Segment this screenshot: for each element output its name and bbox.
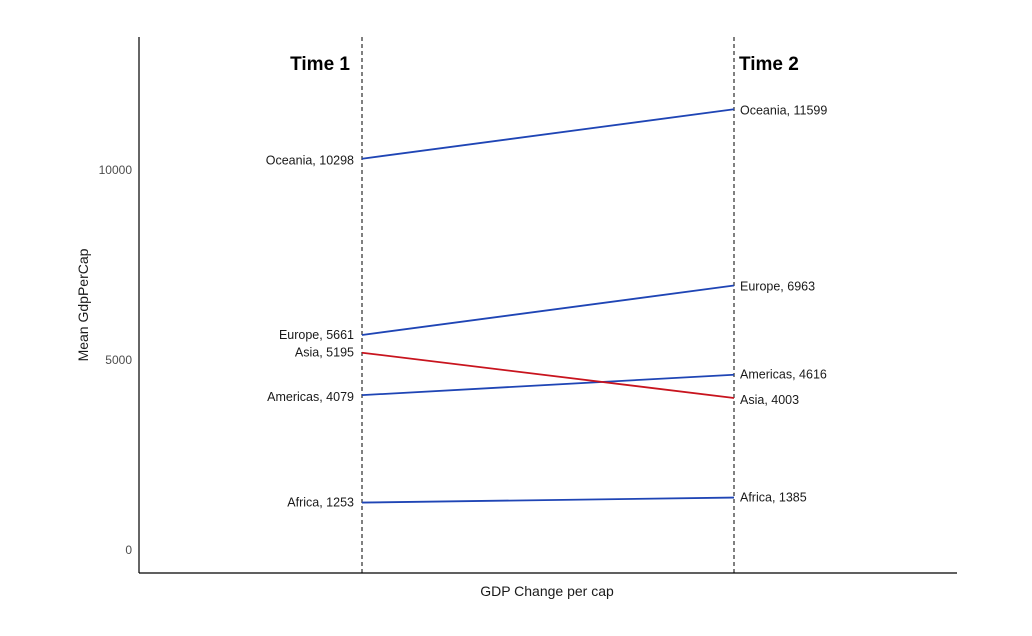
time1-label: Time 1: [290, 54, 350, 75]
time2-label: Time 2: [739, 54, 799, 75]
label-time1-africa: Africa, 1253: [287, 496, 354, 510]
label-time2-americas: Americas, 4616: [740, 368, 827, 382]
label-time1-oceania: Oceania, 10298: [266, 154, 354, 168]
label-time2-africa: Africa, 1385: [740, 491, 807, 505]
series-line-oceania: [361, 108, 735, 160]
label-time1-europe: Europe, 5661: [279, 328, 354, 342]
series-line-asia: [361, 351, 735, 399]
series-lines: [361, 108, 735, 504]
label-time2-asia: Asia, 4003: [740, 393, 799, 407]
series-line-americas: [361, 373, 735, 397]
label-time2-oceania: Oceania, 11599: [740, 103, 827, 117]
point-labels: Africa, 1253 Africa, 1385 Americas, 4079 Am…: [266, 103, 828, 509]
y-tick-label: 10000: [99, 163, 133, 177]
x-axis-title: GDP Change per cap: [480, 583, 614, 599]
series-line-europe: [361, 284, 735, 336]
series-line-africa: [361, 496, 735, 504]
y-tick-label: 0: [125, 543, 132, 557]
y-ticks: 0 5000 10000: [99, 163, 133, 557]
label-time2-europe: Europe, 6963: [740, 279, 815, 293]
y-axis-title: Mean GdpPerCap: [75, 248, 91, 361]
y-tick-label: 5000: [105, 353, 132, 367]
label-time1-americas: Americas, 4079: [267, 390, 354, 404]
label-time1-asia: Asia, 5195: [295, 346, 354, 360]
